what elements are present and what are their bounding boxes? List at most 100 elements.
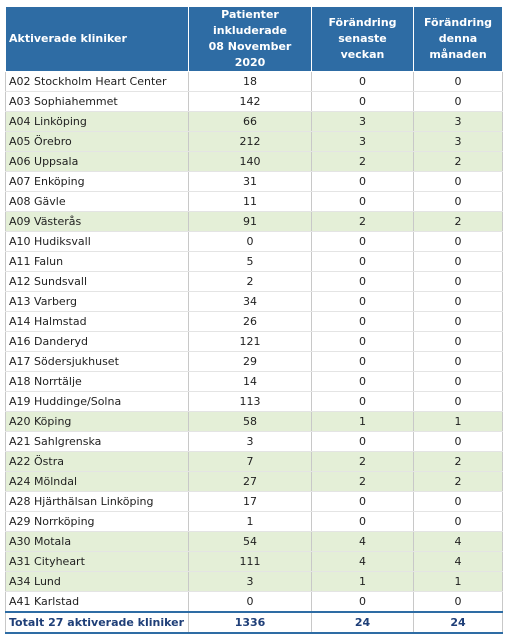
table-row: A20 Köping 58 1 1: [5, 411, 503, 432]
table-row: A30 Motala 54 4 4: [5, 531, 503, 552]
clinic-name-cell: A22 Östra: [5, 451, 189, 472]
week-change-cell: 4: [311, 531, 414, 552]
clinic-name-cell: A14 Halmstad: [5, 311, 189, 332]
month-change-cell: 0: [413, 431, 503, 452]
patients-cell: 5: [188, 251, 312, 272]
patients-cell: 140: [188, 151, 312, 172]
patients-cell: 14: [188, 371, 312, 392]
clinic-table: Aktiverade kliniker Patienter inkluderad…: [5, 6, 503, 634]
month-change-cell: 2: [413, 211, 503, 232]
month-change-cell: 0: [413, 511, 503, 532]
month-change-cell: 0: [413, 251, 503, 272]
clinic-name-cell: A30 Motala: [5, 531, 189, 552]
table-row: A14 Halmstad 26 0 0: [5, 311, 503, 332]
table-row: A17 Södersjukhuset 29 0 0: [5, 351, 503, 372]
clinic-name-cell: A18 Norrtälje: [5, 371, 189, 392]
week-change-cell: 0: [311, 191, 414, 212]
table-row: A31 Cityheart 111 4 4: [5, 551, 503, 572]
patients-cell: 1: [188, 511, 312, 532]
header-month-line3: månaden: [429, 48, 487, 61]
table-row: A34 Lund 3 1 1: [5, 571, 503, 592]
table-row: A19 Huddinge/Solna 113 0 0: [5, 391, 503, 412]
week-change-cell: 0: [311, 511, 414, 532]
table-row: A10 Hudiksvall 0 0 0: [5, 231, 503, 252]
week-change-cell: 2: [311, 451, 414, 472]
table-row: A22 Östra 7 2 2: [5, 451, 503, 472]
table-row: A24 Mölndal 27 2 2: [5, 471, 503, 492]
patients-cell: 111: [188, 551, 312, 572]
header-clinics: Aktiverade kliniker: [5, 6, 189, 72]
month-change-cell: 0: [413, 91, 503, 112]
table-row: A04 Linköping 66 3 3: [5, 111, 503, 132]
week-change-cell: 0: [311, 91, 414, 112]
patients-cell: 212: [188, 131, 312, 152]
week-change-cell: 0: [311, 371, 414, 392]
table-row: A07 Enköping 31 0 0: [5, 171, 503, 192]
week-change-cell: 0: [311, 251, 414, 272]
month-change-cell: 0: [413, 231, 503, 252]
header-week-change: Förändring senaste veckan: [311, 6, 414, 72]
month-change-cell: 3: [413, 131, 503, 152]
clinic-name-cell: A13 Varberg: [5, 291, 189, 312]
week-change-cell: 0: [311, 311, 414, 332]
clinic-name-cell: A04 Linköping: [5, 111, 189, 132]
month-change-cell: 0: [413, 311, 503, 332]
total-patients: 1336: [188, 611, 312, 634]
week-change-cell: 0: [311, 271, 414, 292]
month-change-cell: 0: [413, 371, 503, 392]
patients-cell: 113: [188, 391, 312, 412]
total-row: Totalt 27 aktiverade kliniker 1336 24 24: [5, 611, 503, 634]
clinic-name-cell: A17 Södersjukhuset: [5, 351, 189, 372]
header-patients-line1: Patienter: [221, 8, 279, 21]
month-change-cell: 2: [413, 471, 503, 492]
table-row: A18 Norrtälje 14 0 0: [5, 371, 503, 392]
patients-cell: 0: [188, 231, 312, 252]
patients-cell: 18: [188, 71, 312, 92]
patients-cell: 66: [188, 111, 312, 132]
patients-cell: 17: [188, 491, 312, 512]
clinic-table-container: Aktiverade kliniker Patienter inkluderad…: [5, 6, 503, 634]
clinic-name-cell: A20 Köping: [5, 411, 189, 432]
week-change-cell: 3: [311, 111, 414, 132]
week-change-cell: 1: [311, 571, 414, 592]
week-change-cell: 0: [311, 391, 414, 412]
month-change-cell: 0: [413, 191, 503, 212]
total-month-change: 24: [413, 611, 503, 634]
clinic-name-cell: A41 Karlstad: [5, 591, 189, 613]
header-week-line2: senaste veckan: [338, 32, 387, 61]
table-row: A08 Gävle 11 0 0: [5, 191, 503, 212]
clinic-name-cell: A34 Lund: [5, 571, 189, 592]
month-change-cell: 2: [413, 451, 503, 472]
patients-cell: 121: [188, 331, 312, 352]
patients-cell: 34: [188, 291, 312, 312]
patients-cell: 58: [188, 411, 312, 432]
month-change-cell: 0: [413, 71, 503, 92]
clinic-name-cell: A02 Stockholm Heart Center: [5, 71, 189, 92]
patients-cell: 91: [188, 211, 312, 232]
clinic-name-cell: A28 Hjärthälsan Linköping: [5, 491, 189, 512]
clinic-name-cell: A21 Sahlgrenska: [5, 431, 189, 452]
table-row: A05 Örebro 212 3 3: [5, 131, 503, 152]
clinic-name-cell: A12 Sundsvall: [5, 271, 189, 292]
table-row: A16 Danderyd 121 0 0: [5, 331, 503, 352]
week-change-cell: 0: [311, 231, 414, 252]
clinic-name-cell: A19 Huddinge/Solna: [5, 391, 189, 412]
patients-cell: 7: [188, 451, 312, 472]
table-footer: Totalt 27 aktiverade kliniker 1336 24 24: [5, 611, 503, 634]
month-change-cell: 4: [413, 531, 503, 552]
week-change-cell: 0: [311, 171, 414, 192]
clinic-name-cell: A07 Enköping: [5, 171, 189, 192]
total-week-change: 24: [311, 611, 414, 634]
table-row: A11 Falun 5 0 0: [5, 251, 503, 272]
header-patients-line3: 08 November 2020: [208, 40, 292, 69]
month-change-cell: 1: [413, 411, 503, 432]
header-patients: Patienter inkluderade 08 November 2020: [188, 6, 312, 72]
month-change-cell: 0: [413, 291, 503, 312]
patients-cell: 54: [188, 531, 312, 552]
header-row: Aktiverade kliniker Patienter inkluderad…: [5, 6, 503, 72]
table-row: A12 Sundsvall 2 0 0: [5, 271, 503, 292]
header-patients-line2: inkluderade: [212, 24, 288, 37]
clinic-name-cell: A24 Mölndal: [5, 471, 189, 492]
total-label: Totalt 27 aktiverade kliniker: [5, 611, 189, 634]
table-row: A03 Sophiahemmet 142 0 0: [5, 91, 503, 112]
